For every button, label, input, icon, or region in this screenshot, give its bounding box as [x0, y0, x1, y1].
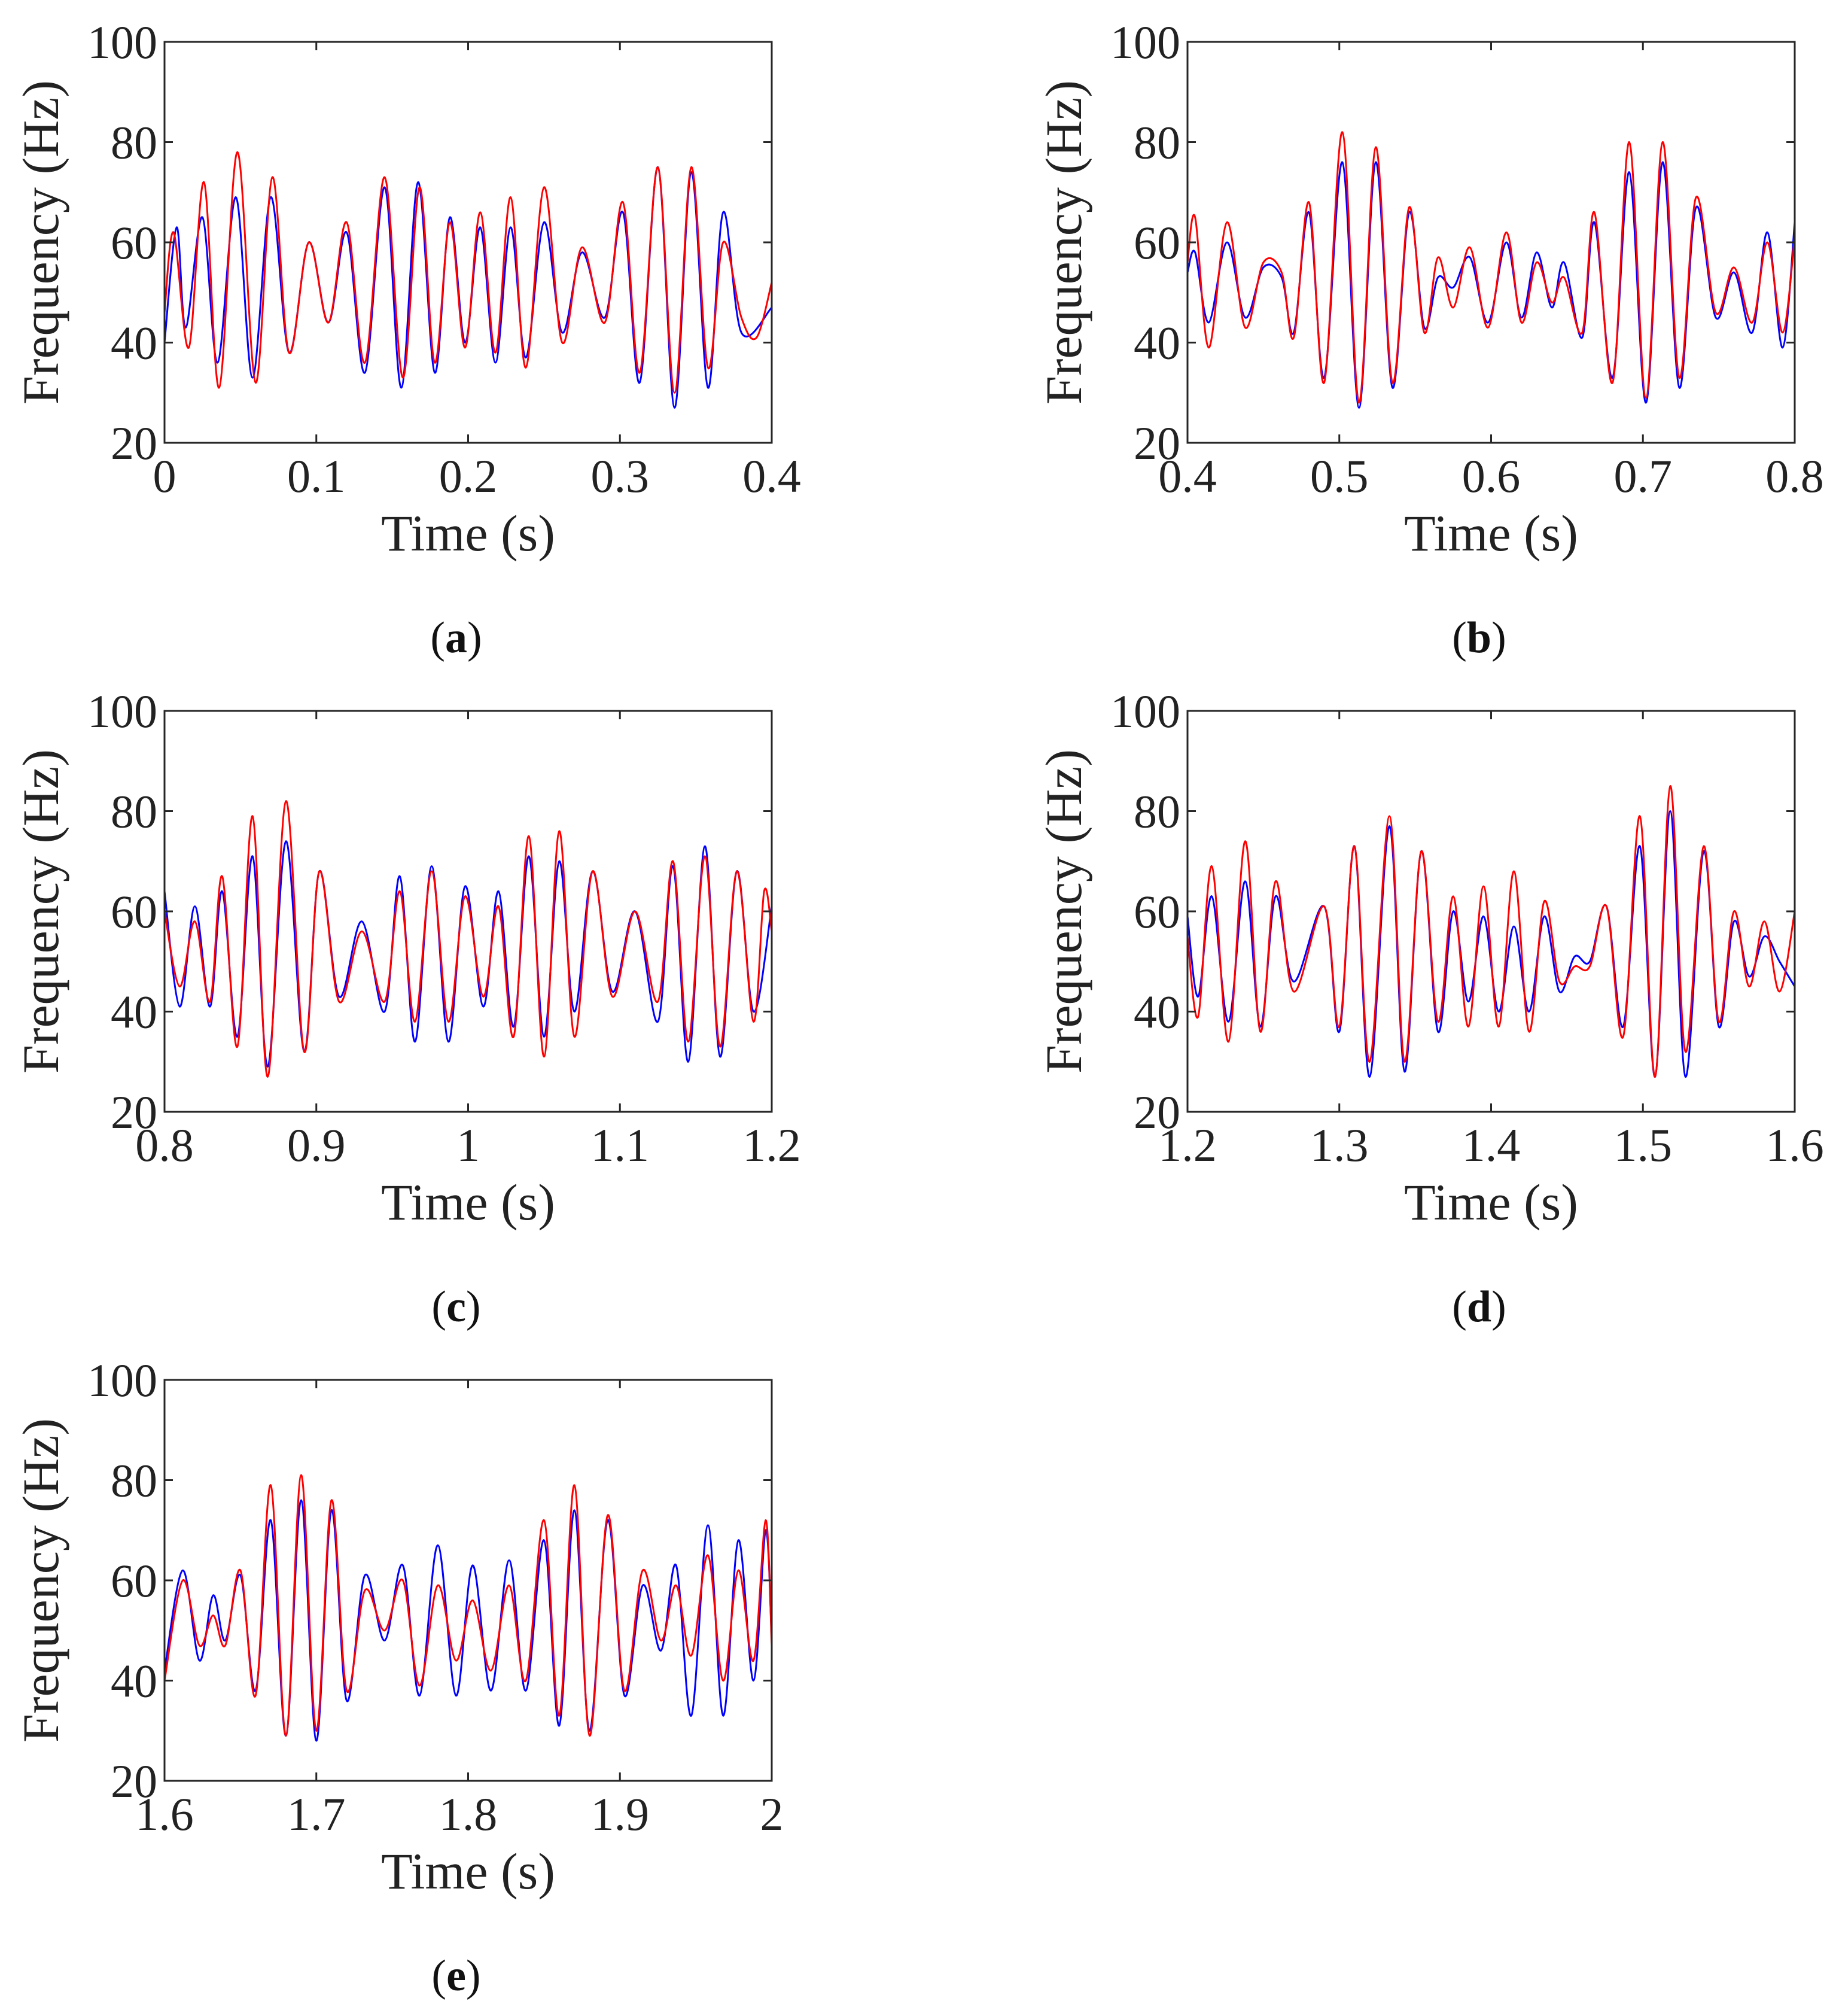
y-tick-label: 40: [1134, 986, 1180, 1038]
y-tick-label: 80: [111, 117, 157, 169]
y-tick-label: 100: [87, 16, 157, 68]
y-tick-label: 100: [87, 1354, 157, 1406]
y-tick-label: 100: [1110, 685, 1180, 737]
x-axis-label: Time (s): [381, 1842, 555, 1900]
x-tick-label: 1.5: [1614, 1119, 1673, 1171]
y-tick-label: 20: [111, 417, 157, 469]
y-tick-label: 20: [1134, 417, 1180, 469]
x-tick-label: 0: [153, 450, 176, 502]
x-tick-label: 1.2: [1158, 1119, 1217, 1171]
y-tick-label: 40: [111, 317, 157, 369]
series-line-blue: [1188, 161, 1795, 409]
y-tick-label: 80: [111, 786, 157, 838]
y-tick-label: 80: [1134, 117, 1180, 169]
series-line-red: [165, 800, 772, 1078]
chart-panel-d: 1.2 1.3 1.4 1.5 1.6 20 40 60 80 100 Time (s) Freque…: [1035, 685, 1824, 1331]
series-line-blue: [1188, 810, 1795, 1078]
x-tick-label: 0.8: [135, 1119, 194, 1171]
x-axis-label: Time (s): [1404, 504, 1578, 562]
x-tick-label: 0.6: [1462, 450, 1521, 502]
y-tick-label: 60: [111, 217, 157, 269]
y-axis-label: Frequency (Hz): [12, 749, 69, 1074]
y-tick-label: 20: [111, 1086, 157, 1138]
series-line-red: [165, 1474, 772, 1737]
chart-panel-c: 0.8 0.9 1 1.1 1.2 20 40 60 80 100 Time (s) Frequenc…: [12, 685, 801, 1331]
y-tick-label: 60: [111, 886, 157, 938]
panel-caption: (e): [431, 1951, 480, 2000]
series-line-red: [1188, 785, 1795, 1078]
panel-caption: (b): [1452, 613, 1506, 662]
y-tick-label: 80: [1134, 786, 1180, 838]
y-tick-label: 20: [1134, 1086, 1180, 1138]
chart-panel-e: 1.6 1.7 1.8 1.9 2 20 40 60 80 100 Time (s) Frequenc…: [12, 1354, 784, 2000]
plot-frame: [1186, 710, 1796, 1113]
y-tick-label: 20: [111, 1755, 157, 1807]
y-tick-label: 80: [111, 1455, 157, 1507]
y-tick-label: 60: [111, 1555, 157, 1607]
x-tick-label: 1: [456, 1119, 480, 1171]
x-tick-label: 1.2: [742, 1119, 801, 1171]
series-line-blue: [165, 1499, 772, 1742]
x-axis-label: Time (s): [381, 504, 555, 562]
x-tick-label: 1.6: [135, 1788, 194, 1840]
x-tick-label: 0.3: [591, 450, 650, 502]
x-tick-label: 2: [760, 1788, 784, 1840]
x-tick-label: 1.1: [591, 1119, 650, 1171]
x-tick-label: 1.3: [1310, 1119, 1369, 1171]
plot-frame: [163, 710, 773, 1113]
chart-panel-b: 0.4 0.5 0.6 0.7 0.8 20 40 60 80 100 Time (s) Freque…: [1035, 16, 1824, 662]
panel-caption: (c): [431, 1282, 480, 1331]
y-tick-label: 40: [111, 986, 157, 1038]
y-tick-label: 40: [111, 1655, 157, 1707]
x-tick-label: 0.9: [287, 1119, 346, 1171]
series-line-blue: [165, 166, 772, 409]
x-axis-label: Time (s): [1404, 1173, 1578, 1231]
x-tick-label: 0.4: [742, 450, 801, 502]
plot-frame: [163, 1379, 773, 1782]
x-tick-label: 1.8: [439, 1788, 498, 1840]
x-tick-label: 0.8: [1765, 450, 1824, 502]
y-axis-label: Frequency (Hz): [12, 80, 69, 405]
x-tick-label: 1.9: [591, 1788, 650, 1840]
y-tick-label: 60: [1134, 217, 1180, 269]
x-tick-label: 1.7: [287, 1788, 346, 1840]
x-tick-label: 0.2: [439, 450, 498, 502]
panel-caption: (a): [430, 613, 482, 662]
series-line-red: [1188, 131, 1795, 404]
y-tick-label: 100: [87, 685, 157, 737]
x-axis-label: Time (s): [381, 1173, 555, 1231]
series-line-red: [165, 151, 772, 394]
x-tick-label: 0.4: [1158, 450, 1217, 502]
y-tick-label: 60: [1134, 886, 1180, 938]
y-tick-label: 40: [1134, 317, 1180, 369]
chart-panel-a: 0 0.1 0.2 0.3 0.4 20 40 60 80 100 Time (s) Frequenc…: [12, 16, 801, 662]
panel-caption: (d): [1452, 1282, 1506, 1331]
y-tick-label: 100: [1110, 16, 1180, 68]
x-tick-label: 0.7: [1614, 450, 1673, 502]
x-tick-label: 0.5: [1310, 450, 1369, 502]
y-axis-label: Frequency (Hz): [1035, 80, 1092, 405]
y-axis-label: Frequency (Hz): [1035, 749, 1092, 1074]
x-tick-label: 1.6: [1765, 1119, 1824, 1171]
y-axis-label: Frequency (Hz): [12, 1418, 69, 1743]
x-tick-label: 1.4: [1462, 1119, 1521, 1171]
x-tick-label: 0.1: [287, 450, 346, 502]
